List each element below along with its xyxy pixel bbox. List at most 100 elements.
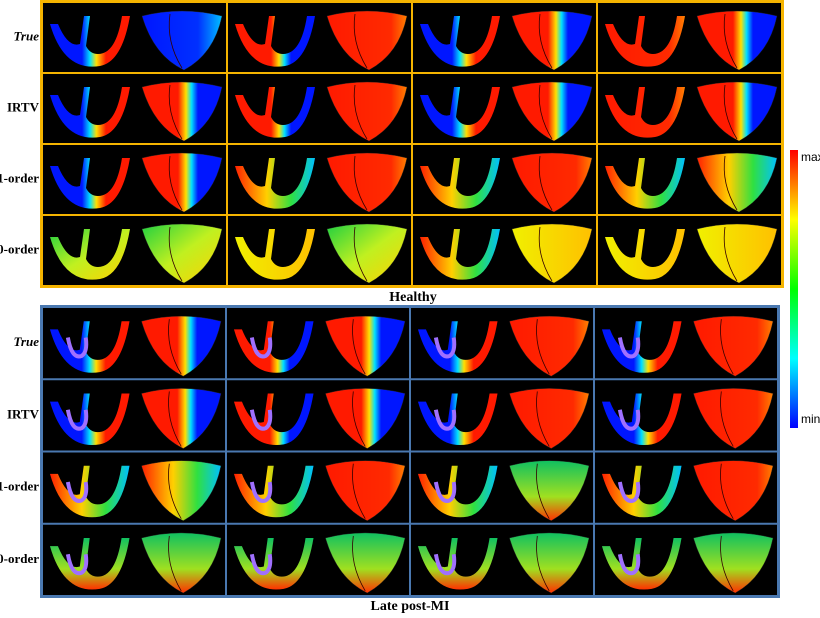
heart-slice [420,158,500,209]
infarct-outline [433,337,457,359]
heart-surface [511,81,593,142]
row-label: 0-order [0,551,39,566]
heart-views [235,10,408,71]
heart-views [420,10,593,71]
heart-views [233,460,406,521]
heart-surface [511,152,593,213]
heart-views [420,81,593,142]
heart-views [233,532,406,594]
heart-groove [168,13,183,69]
heart-surface [693,315,774,377]
heart-surface [141,315,222,377]
heart-slice [417,321,498,373]
heart-surface [141,152,223,213]
heart-surface [696,81,778,142]
row-label: IRTV [7,406,40,421]
heart-views [50,81,223,142]
heart-slice [49,321,130,373]
heart-slice [601,321,682,373]
heart-slice [417,537,498,590]
row-label: True [13,28,39,43]
heart-groove [168,226,183,282]
heart-groove [536,319,550,375]
row-label: 1-order [0,479,39,494]
heart-surface [509,460,590,521]
heart-groove [536,391,550,447]
heart-groove [538,155,553,211]
row-label: 1-order [0,170,39,185]
heart-slice [50,158,130,209]
row-label: 0-order [0,241,39,256]
heart-groove [720,535,734,592]
heart-groove [353,155,368,211]
heart-views [601,315,774,377]
heart-surface [696,223,778,284]
heart-surface [141,223,223,284]
infarct-outline [249,409,273,431]
heart-slice [50,229,130,280]
heart-groove [353,84,368,140]
heart-surface [696,152,778,213]
heart-slice [49,537,130,590]
heart-groove [352,535,366,592]
heart-slice [417,393,498,446]
row-label: IRTV [7,99,40,114]
infarct-outline [433,553,457,576]
heart-views [417,388,590,449]
infarct-outline [65,337,89,359]
infarct-outline [65,409,89,431]
heart-slice [235,158,315,209]
heart-views [605,10,778,71]
infarct-outline [433,481,457,503]
panel-caption: Healthy [389,290,436,305]
colorbar-min-label: min [801,412,820,426]
heart-views [235,152,408,213]
heart-groove [538,13,553,69]
heart-views [417,460,590,521]
heart-views [417,315,590,377]
heart-views [420,152,593,213]
heart-surface [141,81,223,142]
heart-slice [601,537,682,590]
heart-slice [233,321,314,373]
heart-groove [168,391,182,447]
heart-slice [420,229,500,280]
heart-slice [601,465,682,518]
heart-surface [325,532,406,594]
infarct-outline [249,481,273,503]
heart-surface [141,532,222,594]
heart-views [420,223,593,284]
heart-slice [417,465,498,518]
infarct-outline [617,337,641,359]
heart-views [50,10,223,71]
heart-groove [353,13,368,69]
heart-surface [693,460,774,521]
heart-groove [168,155,183,211]
heart-slice [605,229,685,280]
heart-surface [325,388,406,449]
heart-views [605,223,778,284]
heart-views [50,152,223,213]
heart-views [235,223,408,284]
heart-groove [353,226,368,282]
infarct-outline [65,553,89,576]
heart-groove [723,84,738,140]
colorbar [790,150,798,428]
heart-surface [511,223,593,284]
heart-views [605,81,778,142]
heart-groove [723,226,738,282]
heart-views [233,315,406,377]
heart-groove [723,155,738,211]
heart-surface [326,223,408,284]
heart-surface [511,10,593,71]
heart-surface [141,388,222,449]
heart-surface [509,388,590,449]
heart-groove [720,463,734,519]
heart-groove [723,13,738,69]
heart-surface [325,315,406,377]
heart-surface [325,460,406,521]
heart-slice [605,87,685,138]
heart-views [49,532,222,594]
infarct-outline [249,337,273,359]
